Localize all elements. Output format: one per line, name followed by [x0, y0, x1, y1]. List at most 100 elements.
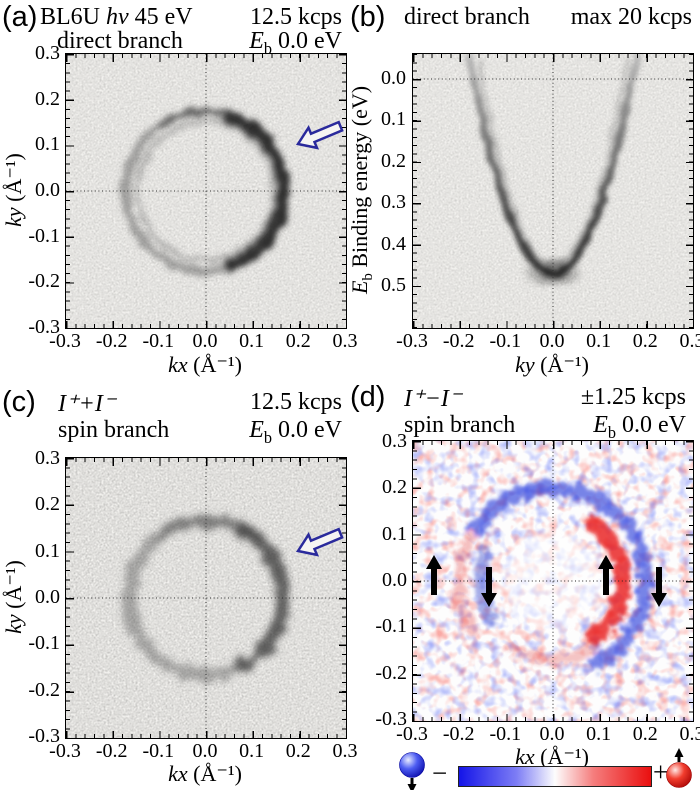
tick-label: 0.2	[632, 330, 658, 352]
tick-label: -0.2	[28, 678, 60, 701]
tick-label: 0.2	[632, 723, 658, 745]
spin-colorbar	[458, 766, 652, 787]
noise-layer	[66, 458, 346, 738]
tick-label: 0.2	[381, 149, 406, 172]
tick-label: 0.1	[586, 330, 612, 352]
panel-d-image	[413, 441, 693, 721]
panel-b-count-rate: max 20 kcps	[570, 4, 692, 30]
panel-d-xlabel: kx (Å⁻¹)	[515, 744, 589, 769]
axis-ticks	[66, 458, 74, 738]
tick-label: 0.3	[35, 42, 60, 64]
panel-c-image	[66, 458, 346, 738]
tick-label: 0.3	[382, 430, 407, 452]
panel-c-xlabel: kx (Å⁻¹)	[168, 761, 242, 786]
axis-ticks	[338, 458, 346, 738]
tick-label: 0.1	[382, 522, 407, 545]
tick-label: -0.2	[375, 661, 407, 684]
tick-label: 0.1	[239, 740, 265, 762]
panel-c-ytick-labels: 0.3 0.2 0.1 0.0 -0.1 -0.2 -0.3	[16, 446, 60, 748]
axis-ticks	[413, 54, 693, 62]
axis-ticks	[66, 320, 346, 328]
panel-a-branch: direct branch	[57, 28, 183, 54]
tick-label: -0.1	[28, 224, 60, 247]
axis-ticks	[685, 79, 693, 287]
spin-down-sphere-icon	[399, 752, 425, 790]
tick-label: 0.3	[332, 330, 358, 352]
tick-label: 0.4	[381, 232, 406, 255]
panel-d-branch: spin branch	[404, 412, 516, 438]
tick-label: -0.1	[142, 330, 175, 352]
panel-d-plot	[412, 440, 694, 722]
panel-a-ylabel: ky (Å⁻¹)	[1, 153, 26, 227]
axis-ticks	[413, 79, 421, 287]
tick-label: 0.0	[539, 330, 565, 352]
tick-label: -0.3	[49, 740, 81, 762]
tick-label: 0.1	[35, 133, 60, 156]
tick-label: -0.2	[442, 723, 475, 745]
panel-c-label: (c)	[2, 386, 36, 418]
tick-label: 0.0	[382, 568, 407, 591]
panel-c-binding-energy: Eb 0.0 eV	[249, 417, 342, 447]
tick-label: 0.0	[35, 178, 60, 201]
tick-label: 0.5	[381, 273, 406, 296]
panel-d-label: (d)	[350, 381, 386, 413]
tick-label: 0.0	[192, 740, 218, 762]
axis-ticks	[338, 54, 346, 328]
tick-label: -0.3	[28, 724, 60, 747]
axis-ticks	[413, 441, 421, 721]
panel-c-xtick-labels: -0.3 -0.2 -0.1 0.0 0.1 0.2 0.3	[42, 740, 368, 763]
panel-b-ylabel: Eb Binding energy (eV)	[346, 85, 377, 295]
panel-b-xlabel: ky (Å⁻¹)	[515, 352, 589, 377]
tick-label: 0.2	[285, 740, 311, 762]
axis-ticks	[413, 713, 693, 721]
axis-ticks	[66, 730, 346, 738]
panel-c-plot	[65, 457, 347, 739]
panel-c-count-rate: 12.5 kcps	[250, 389, 342, 415]
tick-label: -0.1	[142, 740, 175, 762]
panel-a-title: BL6U hν 45 eV	[40, 4, 193, 30]
tick-label: -0.3	[396, 723, 428, 745]
tick-label: -0.1	[489, 723, 522, 745]
tick-label: 0.1	[239, 330, 265, 352]
spin-polarization-arcs	[453, 480, 654, 673]
tick-label: -0.1	[28, 632, 60, 655]
tick-label: -0.3	[375, 707, 407, 730]
panel-a-xtick-labels: -0.3 -0.2 -0.1 0.0 0.1 0.2 0.3	[42, 330, 368, 353]
tick-label: 0.3	[679, 723, 700, 745]
axis-ticks	[413, 320, 693, 328]
colorbar-minus-label: −	[432, 758, 448, 788]
panel-d-intensity: I⁺−I⁻	[404, 386, 462, 412]
panel-b-xtick-labels: -0.3 -0.2 -0.1 0.0 0.1 0.2 0.3	[389, 330, 700, 353]
panel-b-image	[413, 54, 693, 328]
axis-ticks	[66, 54, 74, 328]
panel-a-image	[66, 54, 346, 328]
panel-c-branch: spin branch	[58, 417, 170, 443]
axis-ticks	[66, 458, 346, 466]
tick-label: 0.3	[35, 447, 60, 469]
spin-up-arrow-icon	[598, 555, 614, 595]
tick-label: -0.3	[396, 330, 428, 352]
tick-label: -0.3	[28, 315, 60, 338]
tick-label: 0.3	[381, 191, 406, 214]
tick-label: 0.2	[35, 87, 60, 110]
axis-ticks	[413, 441, 693, 449]
panel-a-binding-energy: Eb 0.0 eV	[249, 28, 342, 58]
tick-label: 0.1	[35, 539, 60, 562]
panel-d-binding-energy: Eb 0.0 eV	[593, 412, 686, 442]
spin-down-arrow-icon	[651, 567, 667, 607]
tick-label: -0.2	[95, 330, 128, 352]
tick-label: 0.2	[35, 493, 60, 516]
tick-label: -0.3	[49, 330, 81, 352]
panel-a-label: (a)	[2, 1, 38, 33]
panel-b-ytick-labels: 0.0 0.1 0.2 0.3 0.4 0.5	[366, 67, 406, 296]
tick-label: -0.2	[28, 270, 60, 293]
ring-interior	[503, 531, 603, 631]
tick-label: 0.3	[679, 330, 700, 352]
tick-label: 0.2	[285, 330, 311, 352]
tick-label: 0.2	[382, 476, 407, 499]
tick-label: -0.2	[442, 330, 475, 352]
panel-b-branch: direct branch	[404, 4, 530, 30]
spin-up-sphere-icon	[666, 748, 692, 788]
colorbar-plus-label: +	[653, 757, 669, 787]
